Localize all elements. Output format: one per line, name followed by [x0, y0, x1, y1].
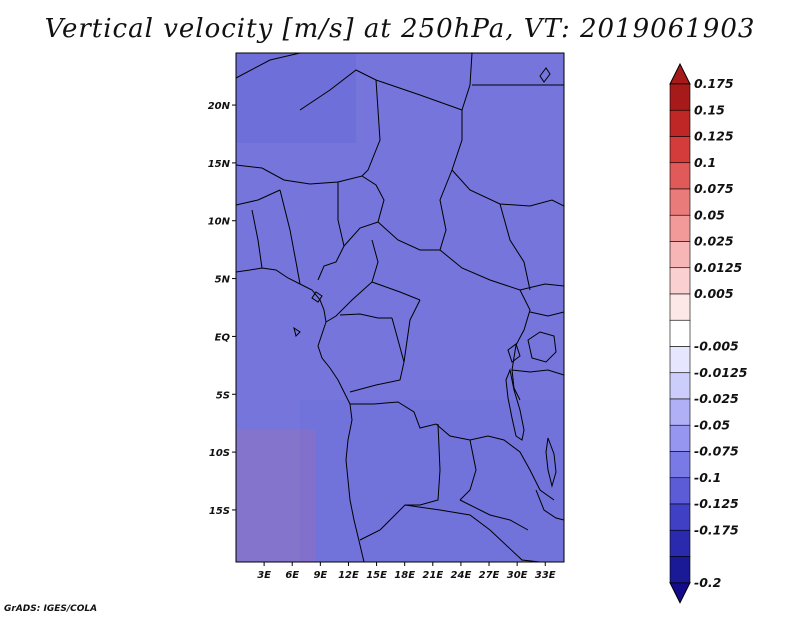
grads-credit: GrADS: IGES/COLA: [4, 604, 98, 614]
coastline-west-africa: [236, 267, 365, 562]
colorbar-bin: [669, 267, 691, 295]
colorbar-label: -0.1: [694, 470, 721, 485]
colorbar-label: 0.175: [694, 76, 734, 91]
latitude-axis: 20N 15N 10N 5N EQ 5S 10S 15S: [208, 101, 236, 517]
velocity-field: [236, 53, 564, 562]
lat-tick-label: 5N: [215, 275, 231, 286]
lon-tick-label: 15E: [366, 570, 387, 581]
colorbar-bin: [669, 109, 691, 137]
colorbar-bin: [669, 477, 691, 505]
colorbar-bin: [669, 136, 691, 164]
colorbar-bin: [669, 424, 691, 452]
lon-tick-label: 33E: [535, 570, 556, 581]
colorbar-label: -0.075: [694, 444, 739, 459]
colorbar-label: 0.005: [694, 286, 734, 301]
colorbar-label: -0.2: [694, 575, 721, 590]
lon-tick-label: 6E: [285, 570, 299, 581]
colorbar-label: 0.125: [694, 129, 734, 144]
lon-tick-label: 9E: [313, 570, 327, 581]
lon-tick-label: 21E: [422, 570, 443, 581]
colorbar-label: 0.05: [694, 207, 725, 222]
colorbar-label: -0.005: [694, 339, 739, 354]
colorbar-label: 0.1: [694, 155, 716, 170]
lat-tick-label: 10S: [209, 448, 230, 459]
map-title: Vertical velocity [m/s] at 250hPa, VT: 2…: [44, 14, 756, 44]
colorbar-bin: [669, 503, 691, 531]
map-frame: [235, 52, 565, 563]
longitude-axis: 3E 6E 9E 12E 15E 18E 21E 24E 27E 30E 33E: [257, 562, 556, 581]
lon-tick-label: 3E: [257, 570, 271, 581]
colorbar-label: -0.05: [694, 417, 730, 432]
colorbar-bin: [669, 529, 691, 557]
colorbar-label: 0.075: [694, 181, 734, 196]
lat-tick-label: 10N: [208, 217, 231, 228]
lat-tick-label: 20N: [208, 101, 231, 112]
lake-malawi: [545, 437, 557, 488]
colorbar-label: -0.175: [694, 522, 739, 537]
colorbar-bin: [669, 398, 691, 426]
lon-tick-label: 24E: [451, 570, 472, 581]
lat-tick-label: EQ: [215, 332, 231, 343]
colorbar-max-arrow: [669, 62, 691, 85]
colorbar-label: -0.125: [694, 496, 739, 511]
colorbar-bin: [669, 214, 691, 242]
colorbar-bin: [669, 372, 691, 400]
colorbar-label: 0.15: [694, 102, 725, 117]
colorbar-bin: [669, 451, 691, 479]
lon-tick-label: 12E: [338, 570, 359, 581]
colorbar-bin: [669, 293, 691, 321]
colorbar-bin: [669, 241, 691, 269]
colorbar-label: 0.025: [694, 234, 734, 249]
colorbar-bin: [669, 319, 691, 347]
lake-tanganyika: [505, 368, 525, 441]
lon-tick-label: 27E: [479, 570, 500, 581]
colorbar-label: -0.0125: [694, 365, 748, 380]
lake-victoria: [527, 331, 557, 363]
lon-tick-label: 30E: [507, 570, 528, 581]
colorbar-label: 0.0125: [694, 260, 743, 275]
colorbar-min-arrow: [669, 582, 691, 604]
lat-tick-label: 15S: [209, 506, 230, 517]
colorbar-bin: [669, 162, 691, 190]
colorbar-bin: [669, 346, 691, 374]
colorbar-label: -0.025: [694, 391, 739, 406]
colorbar-bin: [669, 188, 691, 216]
colorbar-bin: [669, 556, 691, 584]
colorbar: 0.175 0.15 0.125 0.1 0.075 0.05 0.025 0.0125 0.0…: [669, 62, 748, 604]
lat-tick-label: 15N: [208, 159, 231, 170]
coastlines-and-borders: [236, 53, 564, 562]
colorbar-bin: [669, 83, 691, 111]
lon-tick-label: 18E: [394, 570, 415, 581]
lat-tick-label: 5S: [216, 390, 230, 401]
